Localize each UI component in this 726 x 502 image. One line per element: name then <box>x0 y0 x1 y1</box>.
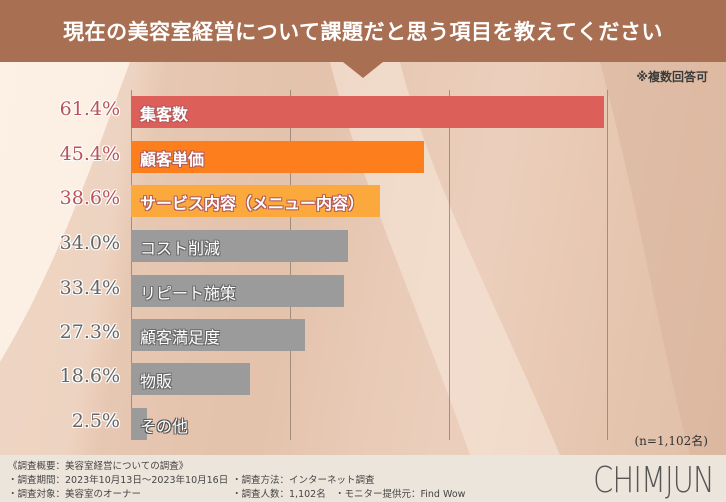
survey-method: ・調査方法：インターネット調査 <box>232 475 375 486</box>
gridline <box>607 90 608 440</box>
axis-line <box>131 90 132 440</box>
value-label: 45.4% <box>59 143 120 165</box>
value-label: 38.6% <box>59 187 120 209</box>
bar-row: 18.6% 物販 <box>0 363 726 395</box>
bar-row: 27.3% 顧客満足度 <box>0 319 726 351</box>
value-label: 61.4% <box>59 98 120 120</box>
bar <box>131 319 305 351</box>
value-label: 2.5% <box>71 410 120 432</box>
value-label: 33.4% <box>59 277 120 299</box>
category-label: 顧客単価 <box>140 150 205 169</box>
bar-row: 45.4% 顧客単価 <box>0 141 726 173</box>
category-label: 集客数 <box>140 105 189 124</box>
survey-count: ・調査人数：1,102名 <box>232 489 326 500</box>
title-banner: 現在の美容室経営について課題だと思う項目を教えてください <box>0 0 726 62</box>
bar-row: 34.0% コスト削減 <box>0 230 726 262</box>
survey-overview: 《調査概要：美容室経営についての調査》 <box>8 461 189 472</box>
bar <box>131 363 250 395</box>
category-label: その他 <box>140 417 189 436</box>
bar <box>131 141 424 173</box>
value-label: 18.6% <box>59 365 120 387</box>
category-label: コスト削減 <box>140 239 221 258</box>
bar-row: 33.4% リピート施策 <box>0 275 726 307</box>
survey-period: ・調査期間：2023年10月13日〜2023年10月16日 <box>8 475 229 486</box>
value-label: 34.0% <box>59 232 120 254</box>
bar <box>131 96 604 128</box>
monitor-provider: ・モニター提供元：Find Wow <box>335 489 466 500</box>
gridline <box>449 90 450 440</box>
category-label: 顧客満足度 <box>140 328 221 347</box>
survey-target: ・調査対象：美容室のオーナー <box>8 489 142 500</box>
chart-title: 現在の美容室経営について課題だと思う項目を教えてください <box>63 20 663 44</box>
bar <box>131 230 348 262</box>
multiple-answer-note: ※複数回答可 <box>636 70 708 84</box>
category-label: サービス内容（メニュー内容） <box>140 194 365 213</box>
value-label: 27.3% <box>59 321 120 343</box>
banner-pointer <box>343 62 383 78</box>
bar <box>131 408 147 440</box>
survey-footer: 《調査概要：美容室経営についての調査》 ・調査期間：2023年10月13日〜20… <box>0 455 726 502</box>
sample-size: (n=1,102名) <box>634 434 708 448</box>
gridline <box>290 90 291 440</box>
bar-row: 61.4% 集客数 <box>0 96 726 128</box>
bar <box>131 185 380 217</box>
bar <box>131 275 344 307</box>
bar-row: 2.5% その他 <box>0 408 726 440</box>
category-label: 物販 <box>140 372 173 391</box>
category-label: リピート施策 <box>140 284 237 303</box>
brand-logo: CHIMJUN <box>593 460 714 501</box>
bar-row: 38.6% サービス内容（メニュー内容） <box>0 185 726 217</box>
